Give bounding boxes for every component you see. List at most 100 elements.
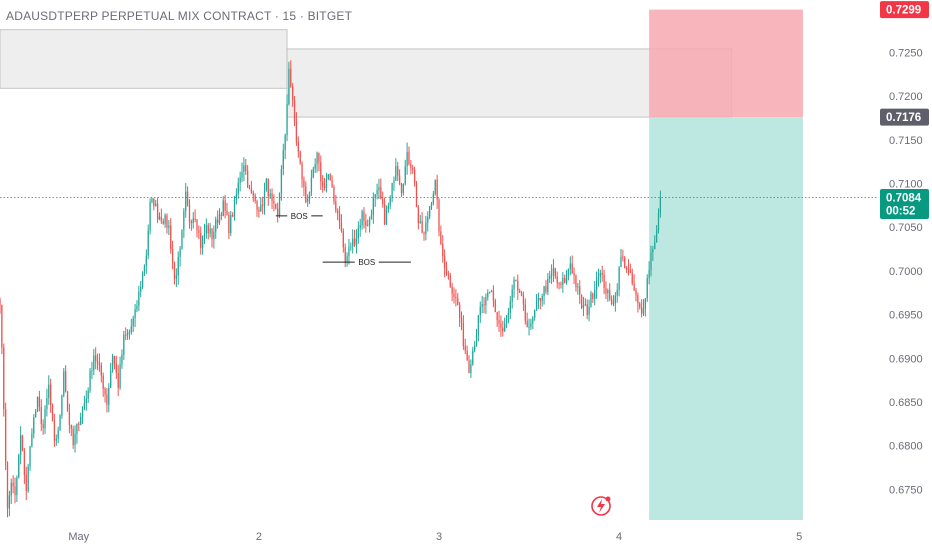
candle [370, 209, 373, 220]
candle-body [449, 275, 451, 287]
candle [98, 353, 101, 372]
candle-body [267, 178, 269, 197]
candle [57, 426, 59, 444]
candle-body [3, 347, 5, 409]
candle-body [33, 417, 35, 434]
candle-body [325, 179, 328, 188]
candle [462, 315, 465, 350]
candle [432, 190, 435, 206]
candle [181, 229, 183, 250]
candle-body [213, 231, 215, 240]
candle [458, 301, 461, 328]
candle [198, 225, 200, 239]
candle [440, 225, 442, 246]
candle-body [186, 191, 189, 205]
candle [372, 192, 374, 224]
candle [393, 176, 395, 191]
candle-body [609, 290, 611, 300]
candle [496, 311, 498, 327]
candle [115, 355, 117, 379]
candle [425, 215, 427, 241]
candle [164, 213, 166, 228]
candle-body [541, 295, 543, 301]
candle-body [629, 269, 632, 273]
candle-body [164, 215, 166, 224]
candle [419, 214, 421, 224]
candle [374, 194, 376, 207]
candle-body [457, 298, 459, 306]
candle-body [235, 194, 238, 200]
candle-body [277, 208, 279, 216]
candle [537, 292, 540, 310]
candle [331, 175, 333, 188]
candle-body [21, 435, 24, 451]
candle [449, 272, 451, 289]
candle-body [532, 317, 534, 324]
candle-body [102, 375, 104, 389]
candle [485, 293, 487, 314]
candle-body [588, 306, 590, 315]
candle [288, 61, 290, 106]
candle-body [370, 214, 373, 220]
candle [205, 218, 208, 239]
candle-body [305, 186, 307, 202]
candle-body [70, 424, 72, 429]
candle-body [318, 152, 320, 163]
candle [113, 355, 116, 370]
candle-body [655, 230, 658, 243]
price-tick-label: 0.7250 [889, 47, 923, 59]
candle-body [355, 238, 358, 245]
candle [126, 329, 129, 340]
candle [307, 194, 309, 207]
candle-body [620, 256, 622, 268]
candle-body [263, 189, 266, 206]
candle [211, 228, 213, 248]
candle [490, 289, 493, 293]
candle [68, 403, 71, 434]
candle [327, 174, 329, 181]
candle [65, 365, 67, 393]
candle [586, 299, 588, 320]
candle-body [141, 272, 144, 288]
candle [427, 211, 429, 232]
candle-body [29, 446, 31, 467]
candle [252, 190, 254, 202]
candle-body [460, 317, 463, 324]
candle-body [498, 320, 500, 324]
candle-body [160, 216, 162, 222]
candle [654, 235, 656, 250]
candle-body [258, 209, 260, 212]
candle-body [549, 275, 551, 279]
candle [344, 243, 346, 268]
candle [582, 296, 585, 316]
candle [492, 285, 495, 308]
candle [451, 282, 453, 302]
candle-body [228, 214, 230, 234]
candle-body [299, 151, 301, 164]
candle-body [592, 293, 594, 299]
candle [171, 240, 174, 270]
candle-body [507, 312, 510, 319]
candle [460, 311, 463, 331]
candle-body [106, 394, 108, 405]
candle [260, 197, 262, 212]
candle-body [78, 423, 80, 425]
candle [597, 268, 600, 287]
candle [592, 292, 594, 303]
candle [627, 259, 630, 276]
candle-body [49, 384, 52, 406]
chart-title: ADAUSDTPERP PERPETUAL MIX CONTRACT · 15 … [6, 9, 353, 23]
candle-body [207, 224, 209, 234]
candle [168, 220, 170, 235]
candle-body [171, 249, 174, 263]
candle-body [295, 121, 298, 142]
candle [352, 229, 354, 254]
price-tick-label: 0.6950 [889, 310, 923, 322]
candle-body [65, 371, 67, 392]
supply-zone-0 [0, 29, 288, 89]
candle-body [447, 274, 450, 276]
stop-loss-zone [649, 9, 803, 118]
candle [468, 355, 470, 374]
